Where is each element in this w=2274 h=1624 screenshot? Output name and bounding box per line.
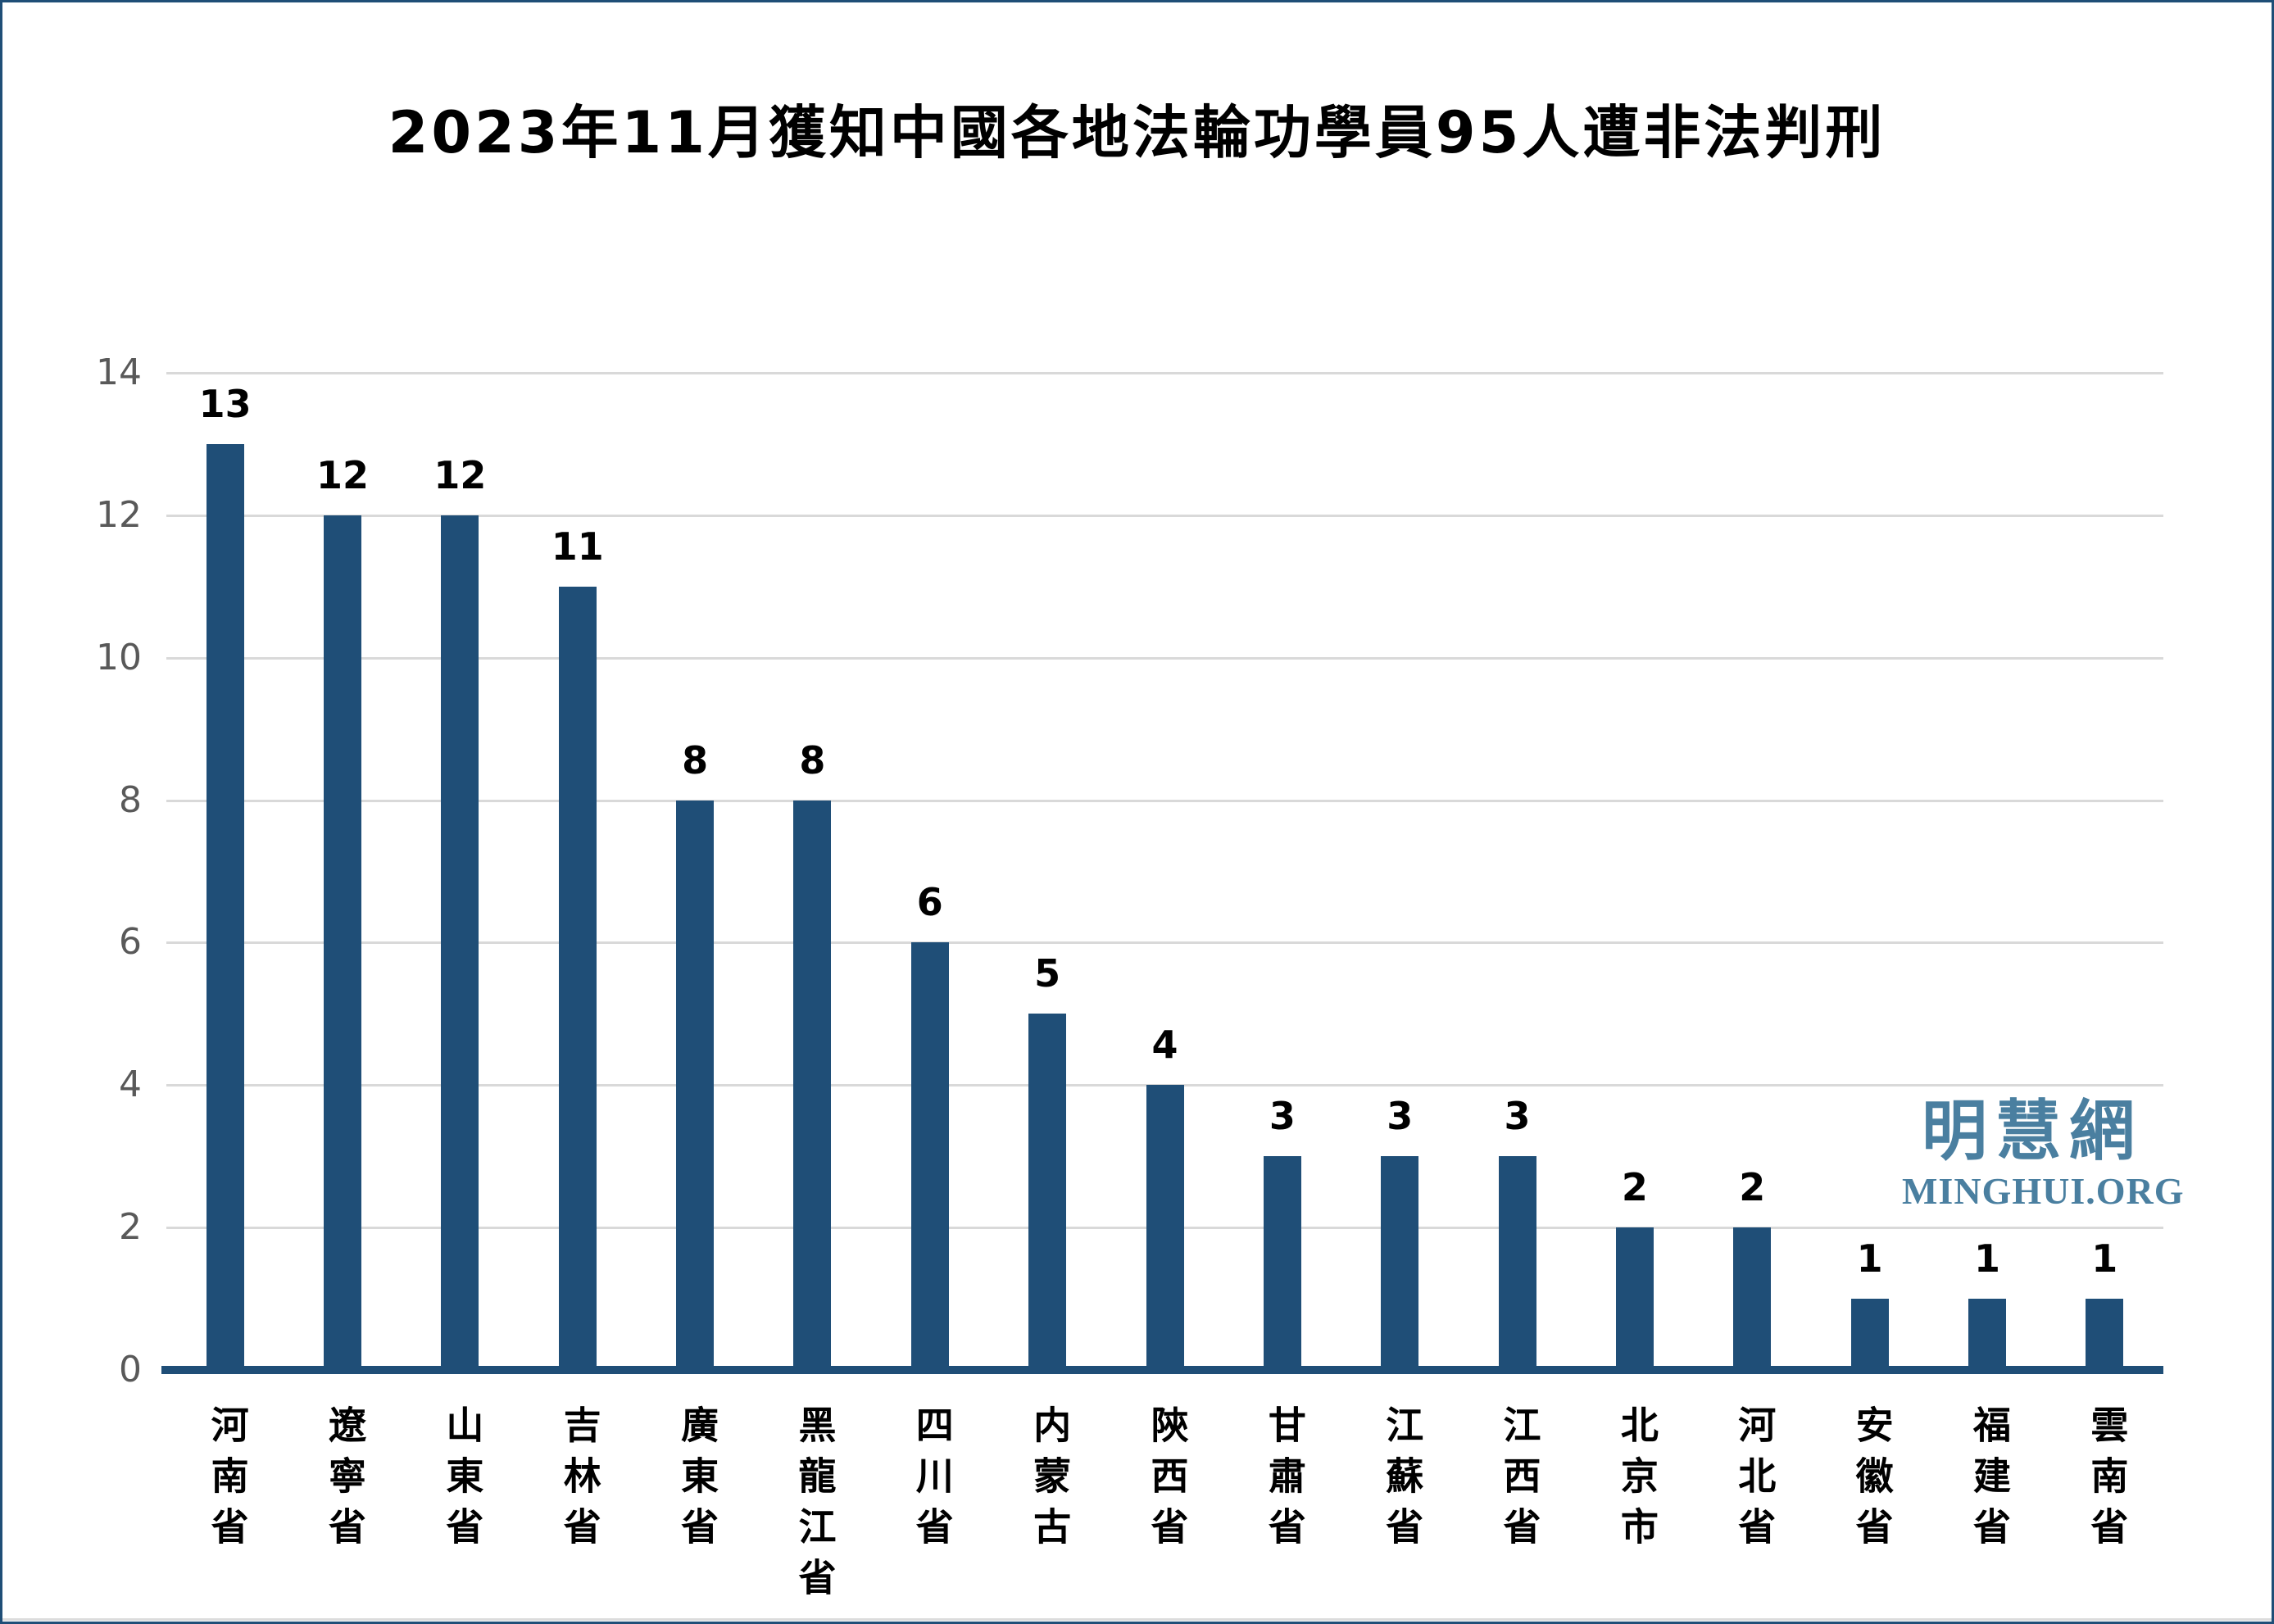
bar-value-label: 1 xyxy=(1973,1236,2000,1282)
y-tick-label: 14 xyxy=(96,352,142,393)
chart-title: 2023年11月獲知中國各地法輪功學員95人遭非法判刑 xyxy=(388,99,1886,166)
x-axis-label: 廣東省 xyxy=(675,1405,720,1558)
bar-value-label: 2 xyxy=(1739,1165,1766,1210)
bar-value-label: 13 xyxy=(198,381,252,426)
bar xyxy=(1968,1299,2006,1370)
bar xyxy=(1733,1227,1772,1370)
bar-value-label: 3 xyxy=(1504,1094,1531,1139)
y-tick-label: 10 xyxy=(96,636,142,678)
x-axis-line xyxy=(161,1366,2163,1374)
x-axis-label: 河南省 xyxy=(205,1405,250,1558)
bar-value-label: 12 xyxy=(316,452,370,497)
x-axis-label: 福建省 xyxy=(1967,1405,2012,1558)
x-axis-label: 黑龍江省 xyxy=(792,1405,837,1608)
x-axis-label: 北京市 xyxy=(1614,1405,1659,1558)
x-axis-label: 安徽省 xyxy=(1850,1405,1895,1558)
y-tick-label: 8 xyxy=(119,778,142,821)
bar xyxy=(1615,1227,1654,1370)
y-tick-label: 2 xyxy=(119,1206,142,1249)
bar xyxy=(910,942,949,1370)
gridline xyxy=(166,941,2163,945)
bar xyxy=(1498,1156,1536,1370)
bar-value-label: 1 xyxy=(1856,1236,1883,1282)
bar xyxy=(558,586,597,1370)
bar xyxy=(1381,1156,1419,1370)
x-axis-label: 甘肅省 xyxy=(1262,1405,1307,1558)
y-tick-label: 0 xyxy=(119,1349,142,1390)
bar-value-label: 8 xyxy=(682,737,709,783)
bar-value-label: 3 xyxy=(1269,1094,1296,1139)
bar xyxy=(1263,1156,1301,1370)
bar xyxy=(206,443,244,1370)
x-axis-label: 吉林省 xyxy=(557,1405,602,1558)
y-tick-label: 6 xyxy=(119,921,142,964)
bar xyxy=(2086,1299,2124,1370)
bar-value-label: 6 xyxy=(916,880,943,925)
gridline xyxy=(166,372,2163,374)
bar xyxy=(441,515,479,1370)
bar xyxy=(676,800,715,1370)
x-axis-labels: 河南省 遼寧省 山東省 吉林省 廣東省 黑龍江省 四川省 内蒙古 陝西省 甘肅省 江蘇省 江西省 北京市… xyxy=(166,1405,2163,1618)
y-tick-label: 4 xyxy=(119,1064,142,1106)
gridline xyxy=(166,799,2163,802)
gridline xyxy=(166,514,2163,517)
y-tick-label: 12 xyxy=(96,493,142,536)
bar-value-label: 12 xyxy=(433,452,487,497)
bar xyxy=(324,515,362,1370)
x-axis-label: 山東省 xyxy=(440,1405,485,1558)
x-axis-label: 陝西省 xyxy=(1145,1405,1190,1558)
bar xyxy=(1850,1299,1889,1370)
bar-value-label: 2 xyxy=(1621,1165,1648,1210)
bar-value-label: 5 xyxy=(1034,951,1061,996)
x-axis-label: 河北省 xyxy=(1732,1405,1777,1558)
x-axis-label: 内蒙古 xyxy=(1028,1405,1073,1558)
x-axis-label: 四川省 xyxy=(910,1405,955,1558)
watermark-cjk-logo: 明慧網 xyxy=(1922,1093,2143,1169)
x-axis-label: 江西省 xyxy=(1497,1405,1542,1558)
x-axis-label: 江蘇省 xyxy=(1380,1405,1425,1558)
watermark-site-name: MINGHUI.ORG xyxy=(1902,1170,2185,1212)
gridline xyxy=(166,656,2163,660)
bar-value-label: 3 xyxy=(1387,1094,1414,1139)
bar-value-label: 1 xyxy=(2091,1236,2118,1282)
plot-area: 0 2 4 6 8 10 12 14 13 12 12 11 8 8 6 5 4 3 3 3 2 2 1 1 1 xyxy=(96,353,2163,1390)
x-axis-label: 雲南省 xyxy=(2085,1405,2130,1558)
minghui-watermark: 明慧網 MINGHUI.ORG xyxy=(1902,1093,2185,1212)
bar-value-label: 11 xyxy=(551,524,604,569)
bar xyxy=(1028,1014,1067,1370)
bar-value-label: 8 xyxy=(799,737,826,783)
x-axis-label: 遼寧省 xyxy=(323,1405,368,1558)
bottom-edge-line xyxy=(2,1618,2272,1621)
bar xyxy=(1146,1085,1184,1370)
bar xyxy=(793,800,832,1370)
bar-value-label: 4 xyxy=(1151,1023,1178,1068)
